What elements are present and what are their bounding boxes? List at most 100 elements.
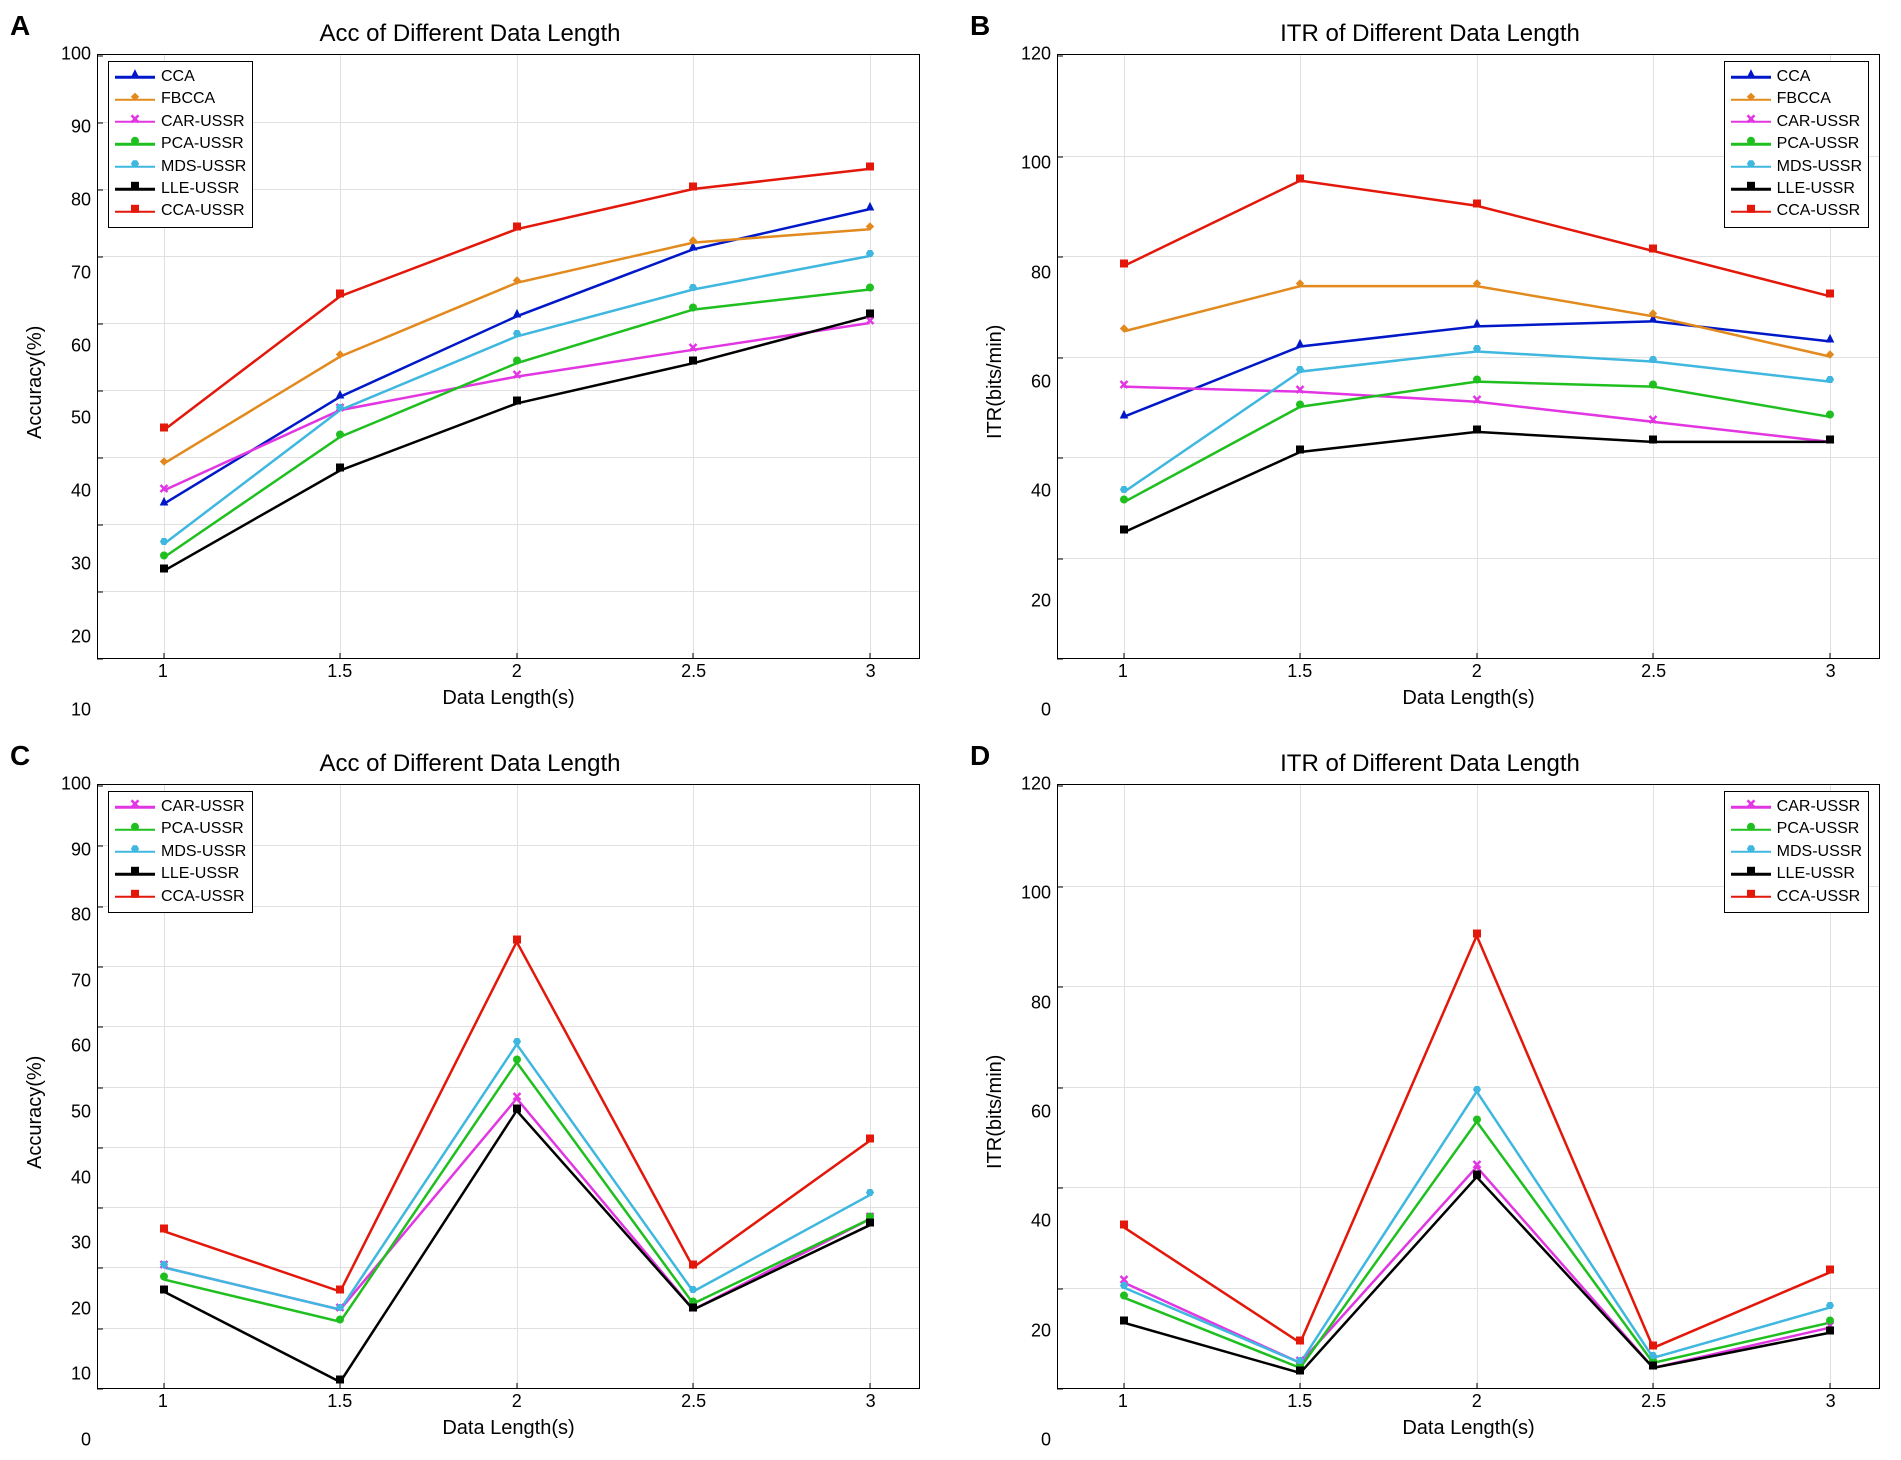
- x-tick-label: 3: [866, 661, 876, 682]
- y-ticks: 0102030405060708090100: [51, 784, 97, 1440]
- marker-LLE-USSR: [1470, 1167, 1484, 1186]
- marker-CCA-USSR: [1646, 241, 1660, 260]
- marker-PCA-USSR: [1470, 1112, 1484, 1131]
- legend-label: CCA-USSR: [161, 200, 245, 222]
- marker-LLE-USSR: [686, 1300, 700, 1319]
- panel-title: Acc of Different Data Length: [20, 20, 920, 48]
- marker-MDS-USSR: [1823, 1298, 1837, 1317]
- legend-item: MDS-USSR: [115, 841, 246, 863]
- legend-swatch: [1731, 137, 1771, 151]
- legend-item: MDS-USSR: [115, 156, 246, 178]
- y-tick-label: 40: [1031, 1211, 1051, 1232]
- marker-LLE-USSR: [863, 1216, 877, 1235]
- y-tick-label: 40: [71, 481, 91, 502]
- marker-PCA-USSR: [333, 427, 347, 446]
- x-tick-label: 2: [512, 1391, 522, 1412]
- panel-letter: C: [10, 740, 30, 772]
- marker-LLE-USSR: [333, 461, 347, 480]
- legend-swatch: [115, 70, 155, 84]
- legend-label: CAR-USSR: [161, 111, 245, 133]
- legend-swatch: [1731, 823, 1771, 837]
- marker-FBCCA: [1646, 307, 1660, 326]
- plot-wrap: ITR(bits/min)020406080100120CAR-USSRPCA-…: [980, 784, 1880, 1440]
- marker-LLE-USSR: [1823, 432, 1837, 451]
- y-tick-label: 120: [1021, 774, 1051, 795]
- panel-title: Acc of Different Data Length: [20, 750, 920, 778]
- y-tick-label: 60: [1031, 1102, 1051, 1123]
- legend-label: CCA-USSR: [161, 886, 245, 908]
- panel-title: ITR of Different Data Length: [980, 20, 1880, 48]
- legend-swatch: [115, 205, 155, 219]
- x-tick-label: 2: [1472, 661, 1482, 682]
- legend-swatch: [115, 137, 155, 151]
- marker-FBCCA: [1117, 322, 1131, 341]
- marker-MDS-USSR: [1293, 362, 1307, 381]
- marker-CCA-USSR: [333, 1282, 347, 1301]
- y-ticks: 020406080100120: [1011, 54, 1057, 710]
- legend-swatch: [1731, 115, 1771, 129]
- legend-label: CAR-USSR: [1777, 796, 1861, 818]
- legend-item: CCA: [1731, 66, 1862, 88]
- y-tick-label: 80: [71, 189, 91, 210]
- marker-MDS-USSR: [686, 280, 700, 299]
- x-axis-label: Data Length(s): [97, 681, 920, 710]
- x-ticks: 11.522.53: [97, 659, 920, 681]
- legend-label: LLE-USSR: [1777, 863, 1855, 885]
- marker-PCA-USSR: [1470, 372, 1484, 391]
- x-tick-label: 3: [866, 1391, 876, 1412]
- legend-swatch: [1731, 205, 1771, 219]
- marker-CCA-USSR: [1293, 171, 1307, 190]
- marker-CCA: [863, 200, 877, 219]
- marker-CCA-USSR: [1117, 1218, 1131, 1237]
- legend-label: MDS-USSR: [1777, 156, 1862, 178]
- legend: CAR-USSRPCA-USSRMDS-USSRLLE-USSRCCA-USSR: [1724, 791, 1869, 913]
- marker-CCA: [510, 307, 524, 326]
- legend-item: CCA-USSR: [1731, 886, 1862, 908]
- marker-CCA-USSR: [510, 932, 524, 951]
- x-tick-label: 3: [1826, 661, 1836, 682]
- x-tick-label: 2.5: [681, 1391, 706, 1412]
- x-tick-label: 2: [512, 661, 522, 682]
- y-tick-label: 120: [1021, 44, 1051, 65]
- marker-MDS-USSR: [510, 1035, 524, 1054]
- legend-label: CCA-USSR: [1777, 200, 1861, 222]
- legend-item: CCA: [115, 66, 246, 88]
- y-tick-label: 0: [1041, 700, 1051, 721]
- legend-item: PCA-USSR: [115, 133, 246, 155]
- marker-MDS-USSR: [510, 327, 524, 346]
- marker-CCA-USSR: [1293, 1333, 1307, 1352]
- legend-item: LLE-USSR: [1731, 178, 1862, 200]
- figure-grid: AAcc of Different Data LengthAccuracy(%)…: [20, 20, 1880, 1440]
- x-ticks: 11.522.53: [97, 1389, 920, 1411]
- x-tick-label: 2.5: [681, 661, 706, 682]
- y-tick-label: 70: [71, 970, 91, 991]
- y-tick-label: 60: [71, 335, 91, 356]
- plot-area: CAR-USSRPCA-USSRMDS-USSRLLE-USSRCCA-USSR: [1057, 784, 1880, 1389]
- y-tick-label: 20: [1031, 590, 1051, 611]
- y-tick-label: 30: [71, 554, 91, 575]
- plot-wrap: ITR(bits/min)020406080100120CCAFBCCACAR-…: [980, 54, 1880, 710]
- marker-CAR-USSR: [1646, 412, 1660, 431]
- legend: CAR-USSRPCA-USSRMDS-USSRLLE-USSRCCA-USSR: [108, 791, 253, 913]
- marker-FBCCA: [1470, 277, 1484, 296]
- marker-LLE-USSR: [1823, 1323, 1837, 1342]
- plot-wrap: Accuracy(%)0102030405060708090100CAR-USS…: [20, 784, 920, 1440]
- marker-CAR-USSR: [157, 481, 171, 500]
- marker-MDS-USSR: [1823, 372, 1837, 391]
- marker-LLE-USSR: [510, 1101, 524, 1120]
- legend-item: PCA-USSR: [115, 818, 246, 840]
- panel-B: BITR of Different Data LengthITR(bits/mi…: [980, 20, 1880, 710]
- y-tick-label: 10: [71, 700, 91, 721]
- marker-MDS-USSR: [1470, 1082, 1484, 1101]
- legend-label: CAR-USSR: [1777, 111, 1861, 133]
- legend-label: PCA-USSR: [1777, 818, 1860, 840]
- marker-MDS-USSR: [1470, 342, 1484, 361]
- y-tick-label: 0: [1041, 1430, 1051, 1451]
- x-tick-label: 3: [1826, 1391, 1836, 1412]
- marker-CCA-USSR: [157, 1222, 171, 1241]
- y-tick-label: 90: [71, 839, 91, 860]
- x-ticks: 11.522.53: [1057, 1389, 1880, 1411]
- legend-label: CCA: [161, 66, 195, 88]
- y-tick-label: 0: [81, 1430, 91, 1451]
- legend-item: CCA-USSR: [1731, 200, 1862, 222]
